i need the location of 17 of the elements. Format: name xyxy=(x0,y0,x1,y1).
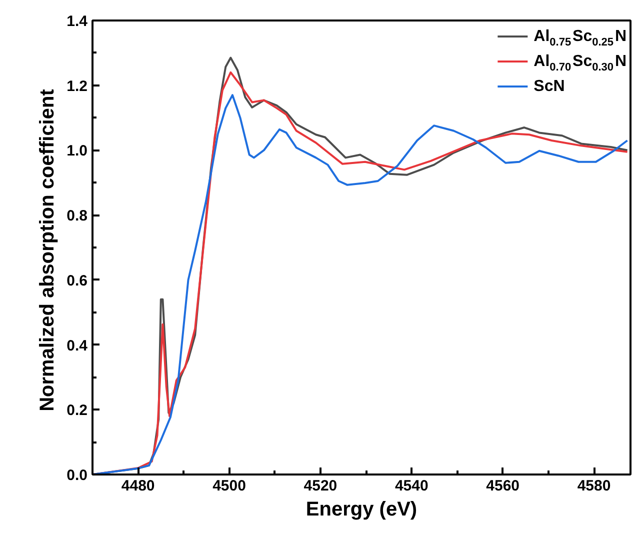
y-axis-title: Normalized absorption coefficient xyxy=(36,88,59,412)
y-tick-label: 0.8 xyxy=(66,208,88,225)
x-tick-label: 4580 xyxy=(577,478,611,494)
y-tick-label: 0.4 xyxy=(66,337,88,354)
x-tick-label: 4480 xyxy=(121,478,155,494)
y-tick-label: 1.4 xyxy=(66,13,88,30)
y-tick-label: 0.0 xyxy=(66,467,88,484)
x-tick-label: 4500 xyxy=(212,478,246,494)
legend-label: ScN xyxy=(534,78,565,95)
x-tick-label: 4560 xyxy=(486,478,520,494)
y-tick-label: 1.2 xyxy=(66,78,88,95)
y-tick-label: 0.2 xyxy=(66,402,88,420)
y-tick-label: 0.6 xyxy=(66,272,88,290)
x-axis-title: Energy (eV) xyxy=(306,498,418,520)
y-tick-label: 1.0 xyxy=(66,142,88,160)
x-tick-label: 4520 xyxy=(304,478,338,494)
x-tick-label: 4540 xyxy=(394,478,428,494)
